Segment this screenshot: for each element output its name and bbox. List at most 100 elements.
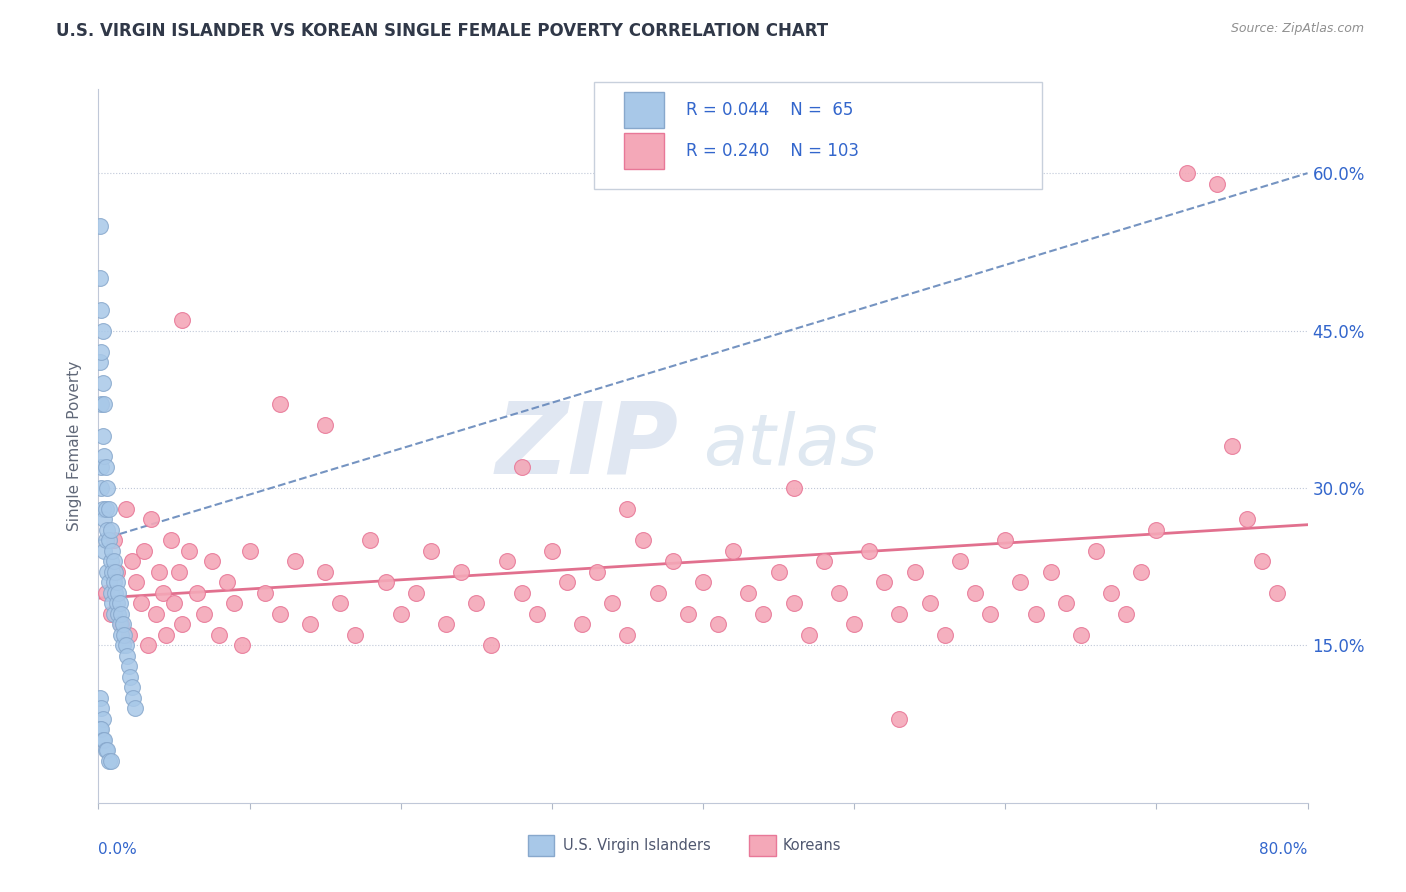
Point (813, 554, 835, 568)
Point (420, 544, 443, 558)
Point (1220, 439, 1243, 453)
Bar (624, 92, 664, 128)
Point (934, 628, 956, 642)
Point (752, 607, 775, 621)
Point (96, 481, 118, 495)
Point (110, 628, 132, 642)
Text: 0.0%: 0.0% (98, 842, 138, 857)
Point (1236, 512, 1258, 526)
Point (124, 701, 146, 715)
Point (121, 554, 143, 568)
Point (96, 743, 118, 757)
Point (299, 617, 322, 632)
Point (904, 565, 927, 579)
Point (783, 481, 806, 495)
Point (94, 460, 117, 475)
Point (93, 450, 115, 464)
Text: U.S. VIRGIN ISLANDER VS KOREAN SINGLE FEMALE POVERTY CORRELATION CHART: U.S. VIRGIN ISLANDER VS KOREAN SINGLE FE… (56, 22, 828, 40)
Point (662, 554, 685, 568)
Point (91, 732, 114, 747)
Point (979, 607, 1001, 621)
Point (510, 586, 533, 600)
Point (89, 723, 111, 737)
Point (201, 554, 224, 568)
Point (105, 565, 128, 579)
Point (723, 544, 745, 558)
Point (125, 575, 148, 590)
Text: atlas: atlas (703, 411, 877, 481)
Point (107, 586, 129, 600)
Point (118, 659, 141, 673)
Point (167, 565, 190, 579)
Point (783, 596, 806, 610)
Point (98, 502, 121, 516)
Point (90, 302, 112, 317)
Point (405, 586, 427, 600)
Text: R = 0.240    N = 103: R = 0.240 N = 103 (686, 143, 859, 161)
Point (101, 544, 124, 558)
Point (994, 533, 1017, 548)
Point (93, 544, 115, 558)
Point (111, 639, 134, 653)
Point (1144, 523, 1167, 537)
Point (1054, 596, 1077, 610)
Point (495, 554, 517, 568)
Point (136, 639, 159, 653)
Point (215, 575, 238, 590)
Point (105, 596, 128, 610)
Point (208, 628, 231, 642)
Point (465, 596, 488, 610)
Point (889, 712, 911, 726)
Point (114, 502, 136, 516)
Point (1251, 554, 1274, 568)
Point (96, 523, 118, 537)
Point (90, 344, 112, 359)
Bar (749, 835, 776, 856)
Point (526, 607, 548, 621)
Point (90, 723, 112, 737)
Point (132, 544, 155, 558)
Point (586, 565, 609, 579)
Text: R = 0.044    N =  65: R = 0.044 N = 65 (686, 101, 853, 119)
Point (104, 565, 127, 579)
Point (1206, 177, 1229, 191)
Point (91, 712, 114, 726)
Point (94, 502, 117, 516)
Point (965, 586, 987, 600)
Point (89, 271, 111, 285)
Point (647, 586, 669, 600)
Point (122, 690, 145, 705)
Point (155, 628, 177, 642)
Point (91, 376, 114, 390)
Point (90, 460, 112, 475)
Bar (624, 134, 664, 169)
Point (94, 743, 117, 757)
Point (100, 554, 122, 568)
Point (98, 575, 121, 590)
Point (100, 607, 122, 621)
Point (193, 607, 215, 621)
Point (108, 596, 131, 610)
Y-axis label: Single Female Poverty: Single Female Poverty (67, 361, 83, 531)
Point (94, 586, 117, 600)
Point (103, 554, 125, 568)
Point (1085, 544, 1108, 558)
Point (707, 617, 730, 632)
Point (239, 544, 262, 558)
FancyBboxPatch shape (595, 82, 1042, 189)
Point (737, 586, 759, 600)
Point (1070, 628, 1092, 642)
Point (111, 617, 134, 632)
Point (121, 681, 143, 695)
Point (115, 648, 138, 663)
Point (481, 639, 503, 653)
Point (103, 533, 125, 548)
Point (918, 596, 941, 610)
Point (186, 586, 208, 600)
Point (100, 523, 122, 537)
Point (110, 617, 132, 632)
Point (1010, 575, 1032, 590)
Point (179, 544, 201, 558)
Point (93, 397, 115, 411)
Point (98, 754, 121, 768)
